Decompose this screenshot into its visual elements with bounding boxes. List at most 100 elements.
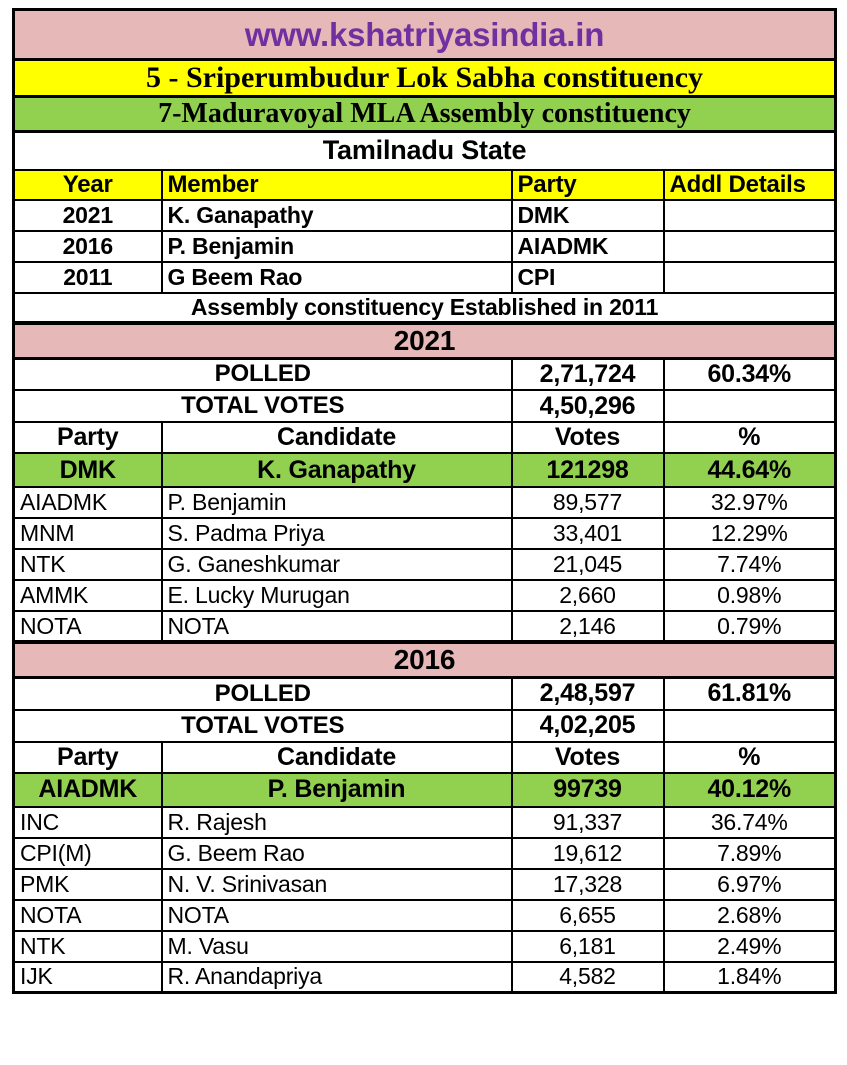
result-pct: 36.74% bbox=[662, 805, 837, 839]
result-party: AMMK bbox=[12, 579, 163, 612]
winner-pct: 40.12% bbox=[662, 771, 837, 808]
result-row: NTK G. Ganeshkumar 21,045 7.74% bbox=[12, 548, 837, 581]
established-note-row: Assembly constituency Established in 201… bbox=[12, 291, 837, 324]
result-party: NOTA bbox=[12, 610, 163, 643]
result-row: NOTA NOTA 2,146 0.79% bbox=[12, 610, 837, 643]
member-row: 2011 G Beem Rao CPI bbox=[12, 260, 837, 294]
members-header-member: Member bbox=[160, 168, 513, 201]
result-pct: 7.89% bbox=[662, 836, 837, 870]
result-party: CPI(M) bbox=[12, 836, 163, 870]
result-votes: 21,045 bbox=[510, 548, 665, 581]
results-header-candidate: Candidate bbox=[160, 740, 513, 774]
result-candidate: R. Anandapriya bbox=[160, 960, 513, 994]
total-votes-row-2021: TOTAL VOTES 4,50,296 bbox=[12, 389, 837, 423]
result-row: PMK N. V. Srinivasan 17,328 6.97% bbox=[12, 867, 837, 901]
member-name: K. Ganapathy bbox=[160, 198, 513, 232]
member-name: P. Benjamin bbox=[160, 229, 513, 263]
total-votes-value: 4,50,296 bbox=[510, 389, 665, 423]
member-name: G Beem Rao bbox=[160, 260, 513, 294]
result-candidate: NOTA bbox=[160, 898, 513, 932]
member-year: 2011 bbox=[12, 260, 163, 294]
member-party: CPI bbox=[510, 260, 665, 294]
result-party: MNM bbox=[12, 517, 163, 550]
results-header-row-2016: Party Candidate Votes % bbox=[12, 740, 837, 774]
result-votes: 33,401 bbox=[510, 517, 665, 550]
result-votes: 89,577 bbox=[510, 486, 665, 519]
result-votes: 2,146 bbox=[510, 610, 665, 643]
winner-votes: 99739 bbox=[510, 771, 665, 808]
result-pct: 0.79% bbox=[662, 610, 837, 643]
result-pct: 12.29% bbox=[662, 517, 837, 550]
result-pct: 32.97% bbox=[662, 486, 837, 519]
result-row: AMMK E. Lucky Murugan 2,660 0.98% bbox=[12, 579, 837, 612]
members-header-year: Year bbox=[12, 168, 163, 201]
results-header-party: Party bbox=[12, 421, 163, 454]
result-votes: 17,328 bbox=[510, 867, 665, 901]
winner-row-2016: AIADMK P. Benjamin 99739 40.12% bbox=[12, 771, 837, 808]
polled-pct: 60.34% bbox=[662, 357, 837, 391]
result-row: INC R. Rajesh 91,337 36.74% bbox=[12, 805, 837, 839]
winner-votes: 121298 bbox=[510, 452, 665, 488]
total-votes-pct-empty bbox=[662, 708, 837, 743]
result-pct: 1.84% bbox=[662, 960, 837, 994]
assembly-title: 7-Maduravoyal MLA Assembly constituency bbox=[12, 95, 837, 133]
result-row: NTK M. Vasu 6,181 2.49% bbox=[12, 929, 837, 963]
result-pct: 2.68% bbox=[662, 898, 837, 932]
constituency-sheet: www.kshatriyasindia.in 5 - Sriperumbudur… bbox=[12, 8, 838, 994]
member-party: DMK bbox=[510, 198, 665, 232]
result-party: NTK bbox=[12, 929, 163, 963]
result-pct: 6.97% bbox=[662, 867, 837, 901]
members-header-party: Party bbox=[510, 168, 665, 201]
result-candidate: P. Benjamin bbox=[160, 486, 513, 519]
member-addl bbox=[662, 198, 837, 232]
total-votes-label: TOTAL VOTES bbox=[12, 708, 513, 743]
result-candidate: M. Vasu bbox=[160, 929, 513, 963]
section-year-row-2021: 2021 bbox=[12, 320, 837, 360]
total-votes-value: 4,02,205 bbox=[510, 708, 665, 743]
result-party: PMK bbox=[12, 867, 163, 901]
result-votes: 4,582 bbox=[510, 960, 665, 994]
member-year: 2016 bbox=[12, 229, 163, 263]
result-row: AIADMK P. Benjamin 89,577 32.97% bbox=[12, 486, 837, 519]
results-header-votes: Votes bbox=[510, 740, 665, 774]
polled-label: POLLED bbox=[12, 357, 513, 391]
polled-label: POLLED bbox=[12, 676, 513, 711]
polled-votes: 2,71,724 bbox=[510, 357, 665, 391]
result-votes: 2,660 bbox=[510, 579, 665, 612]
result-party: NOTA bbox=[12, 898, 163, 932]
members-header-row: Year Member Party Addl Details bbox=[12, 168, 837, 201]
results-header-row-2021: Party Candidate Votes % bbox=[12, 421, 837, 454]
member-party: AIADMK bbox=[510, 229, 665, 263]
polled-row-2021: POLLED 2,71,724 60.34% bbox=[12, 357, 837, 391]
winner-party: AIADMK bbox=[12, 771, 163, 808]
result-pct: 2.49% bbox=[662, 929, 837, 963]
lok-sabha-title: 5 - Sriperumbudur Lok Sabha constituency bbox=[12, 58, 837, 98]
result-candidate: G. Beem Rao bbox=[160, 836, 513, 870]
total-votes-label: TOTAL VOTES bbox=[12, 389, 513, 423]
winner-candidate: P. Benjamin bbox=[160, 771, 513, 808]
winner-candidate: K. Ganapathy bbox=[160, 452, 513, 488]
winner-party: DMK bbox=[12, 452, 163, 488]
total-votes-pct-empty bbox=[662, 389, 837, 423]
results-header-pct: % bbox=[662, 740, 837, 774]
member-year: 2021 bbox=[12, 198, 163, 232]
result-party: NTK bbox=[12, 548, 163, 581]
member-row: 2016 P. Benjamin AIADMK bbox=[12, 229, 837, 263]
result-party: INC bbox=[12, 805, 163, 839]
established-note: Assembly constituency Established in 201… bbox=[12, 291, 837, 324]
member-row: 2021 K. Ganapathy DMK bbox=[12, 198, 837, 232]
result-votes: 19,612 bbox=[510, 836, 665, 870]
result-pct: 0.98% bbox=[662, 579, 837, 612]
result-candidate: NOTA bbox=[160, 610, 513, 643]
result-candidate: G. Ganeshkumar bbox=[160, 548, 513, 581]
section-year-row-2016: 2016 bbox=[12, 640, 837, 679]
results-header-votes: Votes bbox=[510, 421, 665, 454]
winner-pct: 44.64% bbox=[662, 452, 837, 488]
results-header-candidate: Candidate bbox=[160, 421, 513, 454]
results-header-pct: % bbox=[662, 421, 837, 454]
site-url: www.kshatriyasindia.in bbox=[12, 8, 837, 61]
result-row: MNM S. Padma Priya 33,401 12.29% bbox=[12, 517, 837, 550]
result-pct: 7.74% bbox=[662, 548, 837, 581]
result-row: IJK R. Anandapriya 4,582 1.84% bbox=[12, 960, 837, 994]
state-title-row: Tamilnadu State bbox=[12, 130, 837, 171]
